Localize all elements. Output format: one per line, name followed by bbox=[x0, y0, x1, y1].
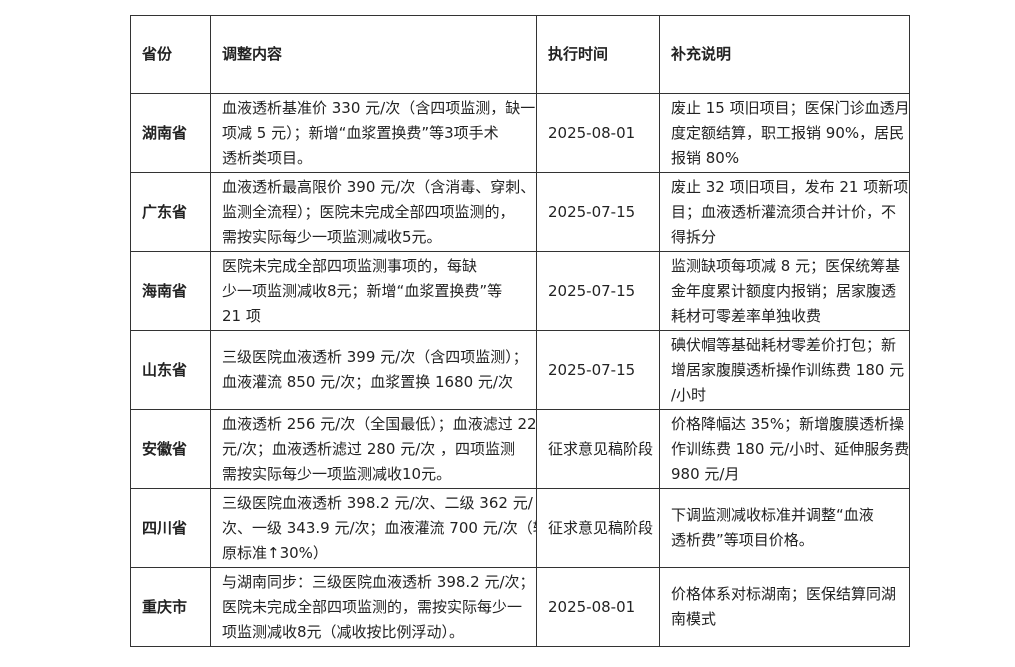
province-cell: 广东省 bbox=[130, 172, 211, 252]
province-cell: 海南省 bbox=[130, 251, 211, 331]
province-cell: 山东省 bbox=[130, 330, 211, 410]
note-cell-line: 废止 32 项旧项目，发布 21 项新项 bbox=[671, 177, 909, 196]
note-cell-line: 价格降幅达 35%；新增腹膜透析操 bbox=[671, 414, 905, 433]
province-cell: 四川省 bbox=[130, 488, 211, 568]
content-cell: 三级医院血液透析 398.2 元/次、二级 362 元/次、一级 343.9 元… bbox=[210, 488, 537, 568]
date-cell: 2025-08-01 bbox=[536, 567, 660, 647]
content-cell-line: 透析类项目。 bbox=[222, 148, 313, 167]
content-cell: 三级医院血液透析 399 元/次（含四项监测）； 血液灌流 850 元/次；血浆置… bbox=[210, 330, 537, 410]
content-cell: 血液透析基准价 330 元/次（含四项监测，缺一 项减 5 元）；新增“血浆置换费… bbox=[210, 93, 537, 173]
header-note: 补充说明 bbox=[659, 15, 910, 94]
date-cell: 2025-07-15 bbox=[536, 172, 660, 252]
content-cell-line: 需按实际每少一项监测减收10元。 bbox=[222, 464, 452, 483]
note-cell-line: 监测缺项每项减 8 元；医保统筹基 bbox=[671, 256, 901, 275]
header-row: 省份 调整内容 执行时间 补充说明 bbox=[130, 15, 910, 94]
date-cell: 征求意见稿阶段 bbox=[536, 488, 660, 568]
province-cell: 重庆市 bbox=[130, 567, 211, 647]
table-row: 湖南省 血液透析基准价 330 元/次（含四项监测，缺一 项减 5 元）；新增“血浆… bbox=[130, 93, 910, 173]
content-cell-line: 与湖南同步：三级医院血液透析 398.2 元/次； bbox=[222, 572, 535, 591]
content-cell-line: 次、一级 343.9 元/次；血液灌流 700 元/次（较 bbox=[222, 518, 537, 537]
note-cell: 下调监测减收标准并调整“血液 透析费”等项目价格。 bbox=[659, 488, 910, 568]
note-cell-line: 增居家腹膜透析操作训练费 180 元 bbox=[671, 360, 905, 379]
date-cell: 2025-07-15 bbox=[536, 330, 660, 410]
content-cell-line: 医院未完成全部四项监测的，需按实际每少一 bbox=[222, 597, 523, 616]
table-row: 海南省 医院未完成全部四项监测事项的，每缺少一项监测减收8元；新增“血浆置换费”等… bbox=[130, 251, 910, 331]
content-cell-line: 血液透析最高限价 390 元/次（含消毒、穿刺、 bbox=[222, 177, 536, 196]
note-cell: 监测缺项每项减 8 元；医保统筹基 金年度累计额度内报销；居家腹透 耗材可零差率单独… bbox=[659, 251, 910, 331]
content-cell-line: 血液灌流 850 元/次；血浆置换 1680 元/次 bbox=[222, 373, 513, 391]
table-row: 安徽省 血液透析 256 元/次（全国最低）；血液滤过 220 元/次；血液透析滤过… bbox=[130, 409, 910, 489]
header-date: 执行时间 bbox=[536, 15, 660, 94]
content-cell-line: 需按实际每少一项监测减收5元。 bbox=[222, 227, 442, 246]
note-cell-line: 废止 15 项旧项目；医保门诊血透月 bbox=[671, 98, 910, 117]
note-cell-line: /小时 bbox=[671, 385, 707, 404]
note-cell-line: 作训练费 180 元/小时、延伸服务费 bbox=[671, 439, 910, 458]
header-province: 省份 bbox=[130, 15, 211, 94]
content-cell-line: 项减 5 元）；新增“血浆置换费”等3项手术 bbox=[222, 123, 499, 142]
note-cell-line: 下调监测减收标准并调整“血液 bbox=[671, 506, 874, 524]
note-cell: 碘伏帽等基础耗材零差价打包；新 增居家腹膜透析操作训练费 180 元/小时 bbox=[659, 330, 910, 410]
content-cell-line: 少一项监测减收8元；新增“血浆置换费”等 bbox=[222, 281, 503, 300]
note-cell: 价格体系对标湖南；医保结算同湖 南模式 bbox=[659, 567, 910, 647]
note-cell-line: 碘伏帽等基础耗材零差价打包；新 bbox=[671, 335, 897, 354]
content-cell: 血液透析最高限价 390 元/次（含消毒、穿刺、 监测全流程）；医院未完成全部四项… bbox=[210, 172, 537, 252]
note-cell-line: 价格体系对标湖南；医保结算同湖 bbox=[671, 585, 897, 603]
note-cell-line: 980 元/月 bbox=[671, 464, 740, 483]
note-cell: 废止 32 项旧项目，发布 21 项新项 目；血液透析灌流须合并计价，不 得拆分 bbox=[659, 172, 910, 252]
content-cell-line: 原标准↑30%） bbox=[222, 543, 328, 562]
table-row: 广东省 血液透析最高限价 390 元/次（含消毒、穿刺、 监测全流程）；医院未完成全… bbox=[130, 172, 910, 252]
note-cell: 价格降幅达 35%；新增腹膜透析操 作训练费 180 元/小时、延伸服务费 980 … bbox=[659, 409, 910, 489]
date-cell: 征求意见稿阶段 bbox=[536, 409, 660, 489]
note-cell-line: 南模式 bbox=[671, 610, 717, 628]
content-cell-line: 医院未完成全部四项监测事项的，每缺 bbox=[222, 256, 478, 275]
policy-table: 省份 调整内容 执行时间 补充说明 湖南省 血液透析基准价 330 元/次（含四项… bbox=[130, 15, 910, 647]
note-cell-line: 报销 80% bbox=[671, 148, 740, 167]
content-cell: 血液透析 256 元/次（全国最低）；血液滤过 220 元/次；血液透析滤过 28… bbox=[210, 409, 537, 489]
content-cell-line: 血液透析 256 元/次（全国最低）；血液滤过 220 bbox=[222, 414, 537, 433]
content-cell: 与湖南同步：三级医院血液透析 398.2 元/次； 医院未完成全部四项监测的，需按… bbox=[210, 567, 537, 647]
content-cell-line: 监测全流程）；医院未完成全部四项监测的， bbox=[222, 202, 515, 221]
note-cell-line: 度定额结算，职工报销 90%，居民 bbox=[671, 123, 905, 142]
content-cell-line: 三级医院血液透析 399 元/次（含四项监测）； bbox=[222, 348, 528, 366]
table-row: 山东省 三级医院血液透析 399 元/次（含四项监测）； 血液灌流 850 元/次；… bbox=[130, 330, 910, 410]
note-cell-line: 金年度累计额度内报销；居家腹透 bbox=[671, 281, 897, 300]
note-cell-line: 耗材可零差率单独收费 bbox=[671, 306, 822, 325]
province-cell: 湖南省 bbox=[130, 93, 211, 173]
content-cell-line: 21 项 bbox=[222, 306, 261, 325]
note-cell-line: 透析费”等项目价格。 bbox=[671, 531, 814, 549]
note-cell: 废止 15 项旧项目；医保门诊血透月 度定额结算，职工报销 90%，居民 报销 80… bbox=[659, 93, 910, 173]
date-cell: 2025-08-01 bbox=[536, 93, 660, 173]
table-row: 四川省 三级医院血液透析 398.2 元/次、二级 362 元/次、一级 343.… bbox=[130, 488, 910, 568]
date-cell: 2025-07-15 bbox=[536, 251, 660, 331]
content-cell-line: 血液透析基准价 330 元/次（含四项监测，缺一 bbox=[222, 98, 536, 117]
note-cell-line: 得拆分 bbox=[671, 227, 717, 246]
content-cell-line: 三级医院血液透析 398.2 元/次、二级 362 元/ bbox=[222, 493, 533, 512]
content-cell-line: 元/次；血液透析滤过 280 元/次 ，四项监测 bbox=[222, 439, 516, 458]
table-row: 重庆市 与湖南同步：三级医院血液透析 398.2 元/次； 医院未完成全部四项监测的… bbox=[130, 567, 910, 647]
content-cell-line: 项监测减收8元（减收按比例浮动）。 bbox=[222, 622, 465, 641]
header-content: 调整内容 bbox=[210, 15, 537, 94]
content-cell: 医院未完成全部四项监测事项的，每缺少一项监测减收8元；新增“血浆置换费”等 21 … bbox=[210, 251, 537, 331]
note-cell-line: 目；血液透析灌流须合并计价，不 bbox=[671, 202, 897, 221]
province-cell: 安徽省 bbox=[130, 409, 211, 489]
